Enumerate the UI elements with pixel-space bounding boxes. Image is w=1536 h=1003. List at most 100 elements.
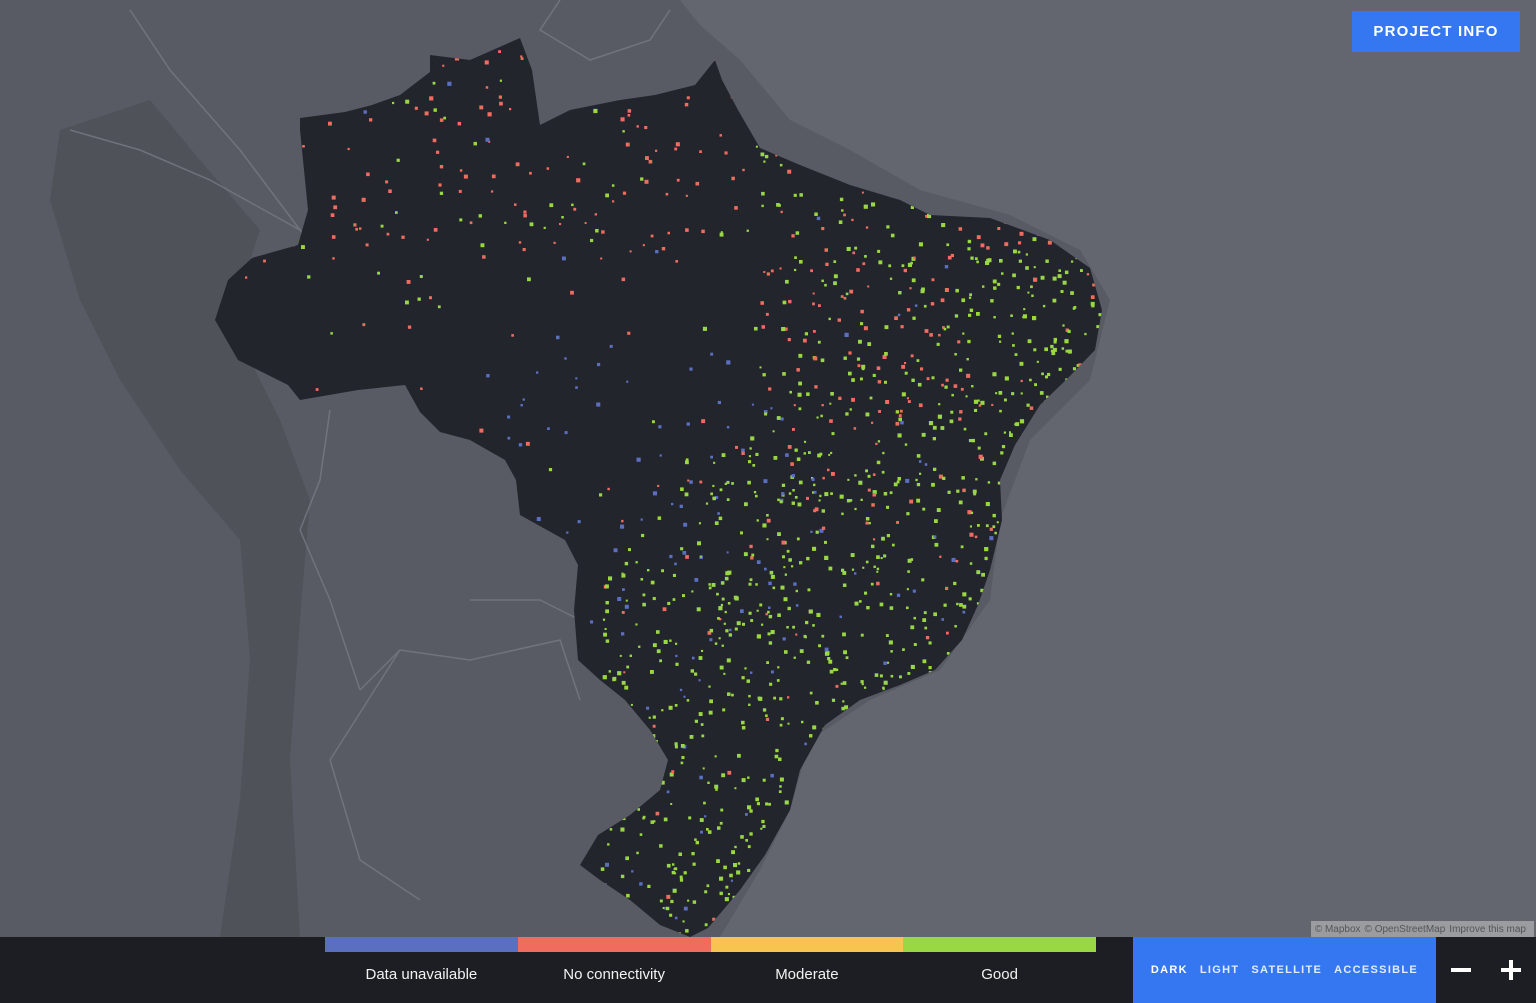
connectivity-dot: [750, 619, 754, 622]
connectivity-dot: [727, 770, 732, 775]
style-light-button[interactable]: LIGHT: [1199, 964, 1240, 976]
connectivity-dot: [740, 835, 744, 839]
connectivity-dot: [459, 169, 463, 172]
legend-label: Data unavailable: [365, 966, 478, 983]
connectivity-dot: [898, 417, 902, 422]
connectivity-dot: [708, 586, 712, 590]
connectivity-dot: [562, 256, 566, 261]
connectivity-dot: [831, 432, 835, 436]
connectivity-dot: [691, 656, 695, 660]
connectivity-dot: [819, 528, 824, 533]
project-info-button[interactable]: PROJECT INFO: [1352, 11, 1520, 52]
connectivity-dot: [784, 650, 788, 654]
connectivity-dot: [620, 524, 625, 529]
connectivity-dot: [889, 593, 893, 596]
zoom-in-button[interactable]: [1491, 950, 1531, 990]
connectivity-dot: [1098, 313, 1102, 317]
connectivity-dot: [1073, 306, 1077, 309]
connectivity-dot: [806, 392, 810, 396]
osm-attribution-link[interactable]: © OpenStreetMap: [1364, 923, 1446, 935]
connectivity-dot: [621, 573, 626, 578]
connectivity-dot: [731, 482, 734, 485]
connectivity-dot: [799, 649, 804, 653]
zoom-out-button[interactable]: [1441, 950, 1481, 990]
connectivity-dot: [795, 604, 799, 607]
connectivity-dot: [938, 403, 941, 406]
connectivity-dot: [962, 488, 966, 493]
connectivity-dot: [845, 292, 849, 296]
connectivity-dot: [797, 502, 802, 507]
connectivity-dot: [527, 277, 531, 282]
mapbox-attribution-link[interactable]: © Mapbox: [1314, 923, 1361, 935]
connectivity-dot: [724, 482, 727, 485]
connectivity-dot: [841, 706, 845, 711]
connectivity-dot: [963, 427, 967, 431]
connectivity-dot: [806, 556, 810, 561]
connectivity-dot: [910, 354, 914, 358]
connectivity-dot: [678, 852, 682, 856]
connectivity-dot: [770, 773, 774, 778]
connectivity-dot: [720, 581, 725, 585]
connectivity-dot: [997, 481, 1001, 485]
style-satellite-button[interactable]: SATELLITE: [1251, 964, 1323, 976]
connectivity-dot: [1036, 360, 1039, 363]
connectivity-dot: [933, 467, 937, 471]
style-accessible-button[interactable]: ACCESSIBLE: [1334, 964, 1419, 976]
connectivity-dot: [549, 203, 554, 208]
connectivity-dot: [861, 367, 865, 371]
connectivity-dot: [1004, 398, 1007, 402]
connectivity-dot: [903, 268, 907, 273]
connectivity-dot: [999, 259, 1003, 263]
legend-swatch: [710, 937, 904, 952]
connectivity-dot: [841, 512, 844, 516]
connectivity-dot: [957, 340, 961, 344]
connectivity-dot: [642, 593, 646, 597]
connectivity-dot: [842, 700, 845, 703]
improve-map-link[interactable]: Improve this map: [1449, 923, 1526, 935]
connectivity-dot: [726, 551, 729, 554]
connectivity-dot: [669, 554, 673, 559]
connectivity-dot: [899, 675, 902, 679]
connectivity-dot: [970, 511, 974, 514]
connectivity-dot: [961, 298, 966, 303]
connectivity-dot: [523, 213, 527, 218]
connectivity-dot: [536, 517, 541, 521]
connectivity-dot: [680, 487, 684, 491]
connectivity-dot: [779, 267, 782, 270]
connectivity-dot: [672, 573, 676, 577]
connectivity-dot: [829, 402, 832, 405]
connectivity-dot: [906, 588, 909, 591]
connectivity-dot: [947, 490, 951, 494]
map-canvas[interactable]: [0, 0, 1536, 937]
connectivity-dot: [918, 242, 923, 247]
connectivity-dot: [1012, 273, 1016, 278]
connectivity-dot: [564, 431, 568, 435]
connectivity-dot: [986, 258, 990, 263]
connectivity-dot: [825, 651, 830, 655]
connectivity-dot: [912, 589, 916, 593]
connectivity-dot: [646, 706, 650, 710]
connectivity-dot: [714, 521, 719, 525]
connectivity-dot: [520, 404, 523, 407]
connectivity-dot: [1076, 364, 1080, 367]
connectivity-dot: [762, 824, 766, 828]
connectivity-dot: [785, 453, 789, 457]
connectivity-dot: [833, 274, 838, 279]
connectivity-dot: [915, 478, 918, 482]
connectivity-dot: [768, 802, 771, 806]
connectivity-dot: [689, 480, 693, 484]
connectivity-dot: [750, 436, 755, 441]
connectivity-dot: [666, 863, 671, 868]
connectivity-dot: [722, 708, 726, 712]
connectivity-dot: [799, 561, 803, 565]
connectivity-dot: [702, 326, 707, 331]
connectivity-dot: [994, 531, 997, 535]
connectivity-dot: [433, 228, 438, 232]
connectivity-dot: [842, 583, 847, 587]
connectivity-dot: [1065, 328, 1069, 332]
connectivity-dot: [652, 724, 656, 728]
connectivity-dot: [770, 574, 775, 579]
style-dark-button[interactable]: DARK: [1150, 964, 1188, 976]
connectivity-dot: [907, 672, 911, 675]
connectivity-dot: [858, 339, 862, 344]
